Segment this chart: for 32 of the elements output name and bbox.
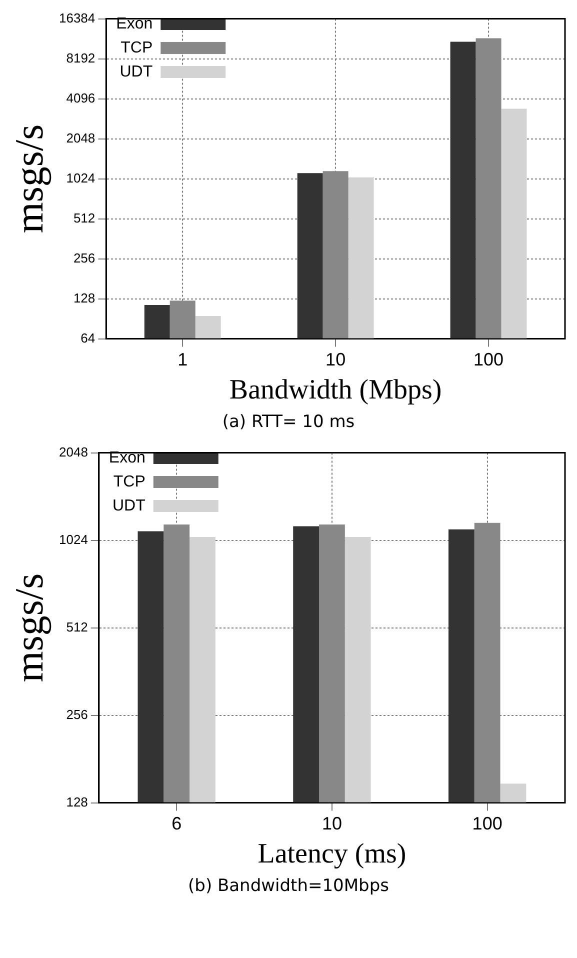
text: (a) RTT= 10 ms: [221, 412, 356, 432]
y-tick-label: 1024: [59, 532, 88, 547]
x-axis-title: Bandwidth (Mbps): [229, 374, 442, 406]
y-tick-label: 512: [66, 619, 88, 634]
legend-label: Exon: [108, 449, 146, 466]
y-tick-label: 1024: [66, 170, 96, 186]
y-tick-label: 128: [66, 794, 88, 810]
text: (b) Bandwidth=10Mbps: [187, 876, 390, 896]
legend-label: UDT: [112, 497, 146, 514]
x-tick-label: 1: [178, 350, 188, 370]
y-tick-label: 256: [73, 250, 96, 266]
legend-label: UDT: [120, 63, 153, 80]
y-tick-label: 256: [66, 706, 88, 722]
legend-label: TCP: [120, 39, 153, 56]
y-tick-label: 2048: [59, 444, 88, 460]
legend-label: Exon: [116, 15, 153, 32]
y-tick-label: 2048: [66, 130, 96, 146]
y-tick-label: 8192: [66, 50, 96, 66]
x-tick-label: 10: [322, 814, 342, 834]
x-tick-label: 10: [326, 350, 346, 370]
y-tick-label: 64: [80, 330, 96, 346]
y-tick-label: 128: [73, 290, 96, 306]
y-tick-label: 512: [73, 210, 96, 226]
y-axis-title: msgs/s: [6, 124, 52, 234]
x-tick-label: 6: [172, 814, 182, 834]
x-axis-title: Latency (ms): [258, 838, 406, 870]
y-axis-title: msgs/s: [6, 573, 52, 682]
y-tick-label: 16384: [58, 10, 96, 26]
legend-label: TCP: [113, 473, 146, 490]
y-tick-label: 4096: [66, 90, 96, 106]
x-tick-label: 100: [474, 350, 504, 370]
x-tick-label: 100: [472, 814, 502, 834]
